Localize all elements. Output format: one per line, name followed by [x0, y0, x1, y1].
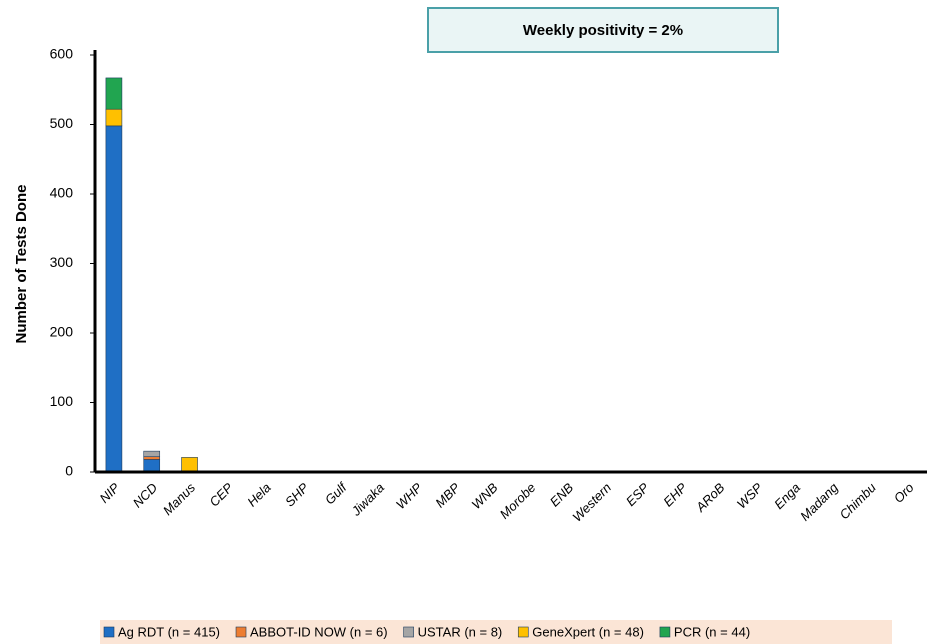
x-tick-label: WHP: [393, 480, 425, 512]
y-tick-label: 500: [50, 115, 74, 131]
y-axis-label: Number of Tests Done: [13, 185, 30, 344]
x-tick-label: CEP: [206, 480, 236, 510]
x-tick-label: Hela: [244, 480, 274, 510]
bar-segment: [181, 457, 198, 473]
bar-segment: [105, 125, 123, 473]
legend-label: PCR (n = 44): [674, 624, 750, 639]
x-tick-label: SHP: [282, 480, 312, 510]
x-tick-label: Chimbu: [837, 480, 879, 522]
y-tick-label: 400: [50, 185, 74, 201]
x-tick-label: Morobe: [497, 480, 539, 522]
x-tick-label: NIP: [97, 480, 123, 506]
x-tick-label: Oro: [891, 480, 917, 506]
x-tick-label: MBP: [432, 480, 463, 511]
legend-swatch: [235, 626, 247, 638]
x-tick-label: EHP: [660, 480, 690, 510]
legend-label: Ag RDT (n = 415): [118, 624, 220, 639]
bar-segment: [143, 456, 161, 460]
x-tick-label: Gulf: [322, 479, 350, 507]
bar-segment: [105, 77, 123, 110]
x-tick-label: ARoB: [692, 480, 728, 516]
annotation: Weekly positivity = 2%: [523, 22, 683, 39]
x-tick-label: Western: [569, 480, 614, 525]
x-tick-label: WSP: [734, 480, 766, 512]
x-tick-label: ESP: [623, 480, 652, 509]
x-tick-label: Manus: [160, 480, 199, 519]
bar-segment: [143, 459, 161, 473]
legend-label: ABBOT-ID NOW (n = 6): [250, 624, 388, 639]
x-tick-label: Madang: [797, 479, 841, 523]
x-tick-label: NCD: [130, 480, 161, 511]
x-tick-label: Jiwaka: [348, 480, 387, 519]
y-tick-label: 100: [50, 393, 74, 409]
y-tick-label: 0: [65, 463, 73, 479]
annotation-box: [427, 7, 779, 53]
x-tick-label: Enga: [771, 480, 803, 512]
legend-label: USTAR (n = 8): [418, 624, 503, 639]
bar-segment: [105, 108, 123, 127]
legend-swatch: [659, 626, 671, 638]
bar-segment: [143, 450, 161, 458]
x-tick-label: WNB: [469, 480, 501, 512]
legend-swatch: [517, 626, 529, 638]
y-tick-label: 300: [50, 254, 74, 270]
legend-label: GeneXpert (n = 48): [532, 624, 644, 639]
legend-swatch: [103, 626, 115, 638]
legend-box: [100, 620, 892, 644]
y-tick-label: 200: [50, 324, 74, 340]
y-tick-label: 600: [50, 46, 74, 62]
legend-swatch: [403, 626, 414, 638]
x-tick-label: ENB: [547, 480, 577, 510]
